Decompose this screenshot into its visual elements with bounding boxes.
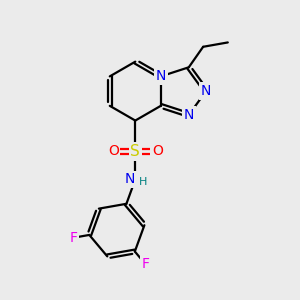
Text: O: O — [108, 145, 118, 158]
Text: N: N — [125, 172, 135, 186]
Text: F: F — [141, 257, 149, 271]
Text: N: N — [201, 84, 211, 98]
Text: H: H — [139, 177, 148, 187]
Text: F: F — [69, 231, 77, 245]
Text: O: O — [152, 145, 163, 158]
Text: N: N — [184, 108, 194, 122]
Text: S: S — [130, 144, 140, 159]
Text: N: N — [156, 69, 166, 83]
